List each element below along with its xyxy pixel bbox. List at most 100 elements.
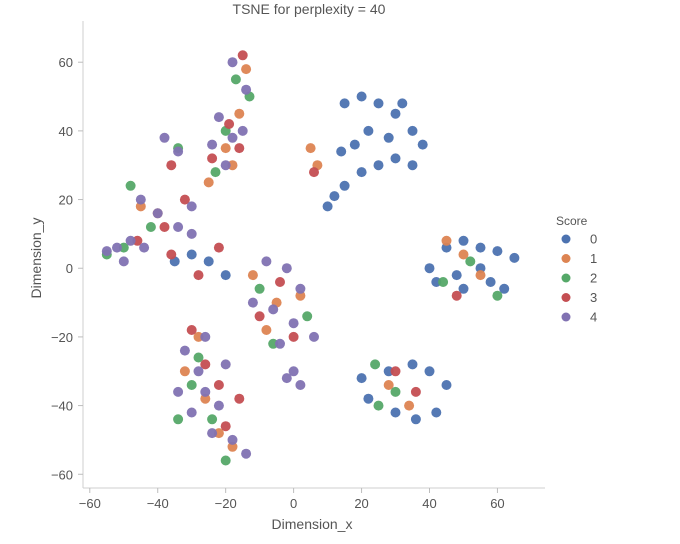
- data-point: [458, 235, 469, 246]
- data-point: [492, 246, 503, 257]
- data-point: [458, 283, 469, 294]
- data-point: [458, 249, 469, 260]
- data-point: [220, 160, 231, 171]
- data-point: [363, 125, 374, 136]
- x-tick-label: 0: [290, 496, 297, 511]
- data-point: [441, 235, 452, 246]
- data-point: [288, 318, 299, 329]
- x-tick-label: −40: [147, 496, 169, 511]
- data-point: [173, 414, 184, 425]
- legend-items: 0 1 2 3 4: [561, 232, 597, 325]
- data-point: [373, 98, 384, 109]
- legend-marker: [561, 312, 571, 322]
- data-point: [213, 112, 224, 123]
- data-point: [203, 256, 214, 267]
- data-point: [275, 338, 285, 349]
- data-point: [268, 304, 279, 315]
- data-point: [509, 252, 520, 263]
- y-tick-label: 20: [59, 193, 73, 208]
- chart-title: TSNE for perplexity = 40: [233, 1, 386, 17]
- data-point: [485, 277, 496, 287]
- data-point: [373, 160, 384, 171]
- data-point: [237, 50, 248, 61]
- data-point: [118, 256, 129, 267]
- x-tick-label: −60: [79, 496, 101, 511]
- data-point: [407, 160, 418, 171]
- data-point: [305, 143, 316, 154]
- legend-label: 2: [590, 271, 597, 286]
- legend-label: 0: [590, 232, 597, 247]
- legend-title: Score: [556, 214, 588, 228]
- data-point: [186, 249, 197, 260]
- data-point: [441, 380, 452, 390]
- data-point: [417, 139, 428, 150]
- data-point: [309, 167, 319, 178]
- data-point: [410, 414, 421, 425]
- data-point: [309, 331, 319, 342]
- data-point: [227, 57, 238, 68]
- data-point: [397, 98, 408, 109]
- data-point: [179, 345, 190, 356]
- data-point: [193, 352, 204, 363]
- data-point: [207, 428, 218, 439]
- data-point: [383, 380, 394, 390]
- data-point: [220, 270, 231, 281]
- data-point: [237, 125, 248, 136]
- data-point: [125, 235, 136, 246]
- data-point: [186, 201, 197, 212]
- data-point: [207, 414, 218, 425]
- data-point: [179, 366, 190, 377]
- data-point: [370, 359, 381, 370]
- legend: Score 0 1 2 3 4: [556, 214, 597, 325]
- data-point: [200, 386, 211, 397]
- data-point: [145, 222, 156, 232]
- data-point: [431, 407, 442, 418]
- data-point: [227, 434, 238, 445]
- data-point: [383, 132, 394, 143]
- data-point: [322, 201, 333, 212]
- data-point: [336, 146, 347, 157]
- data-point: [241, 84, 252, 95]
- legend-label: 4: [590, 310, 597, 325]
- data-point: [281, 373, 292, 384]
- data-point: [220, 455, 231, 466]
- legend-marker: [561, 254, 571, 263]
- x-axis-label: Dimension_x: [272, 516, 353, 532]
- y-tick-label: −40: [51, 399, 73, 414]
- legend-marker: [561, 293, 571, 302]
- data-point: [475, 263, 486, 274]
- data-point: [254, 283, 265, 294]
- data-point: [390, 153, 401, 164]
- data-point: [451, 270, 462, 281]
- data-point: [247, 270, 258, 281]
- data-point: [213, 242, 224, 253]
- data-point: [159, 132, 170, 143]
- data-point: [186, 228, 197, 239]
- data-point: [186, 407, 197, 418]
- data-point: [173, 222, 184, 232]
- data-point: [193, 366, 204, 377]
- legend-label: 1: [590, 251, 597, 266]
- data-point: [112, 242, 122, 253]
- data-point: [186, 325, 197, 335]
- data-point: [200, 331, 211, 342]
- legend-marker: [561, 273, 571, 283]
- data-point: [356, 167, 367, 178]
- data-point: [213, 400, 224, 411]
- data-point: [186, 380, 197, 390]
- data-point: [193, 270, 204, 281]
- y-tick-label: 0: [66, 261, 73, 276]
- data-point: [451, 290, 462, 301]
- data-point: [424, 263, 435, 274]
- y-tick-label: 40: [59, 124, 73, 139]
- data-point: [101, 246, 112, 257]
- data-point: [465, 256, 476, 267]
- y-tick-label: −20: [51, 330, 73, 345]
- legend-label: 3: [590, 290, 597, 305]
- x-tick-label: 60: [490, 496, 504, 511]
- data-point: [203, 177, 214, 188]
- x-tick-label: −20: [215, 496, 237, 511]
- points-layer: [101, 50, 520, 466]
